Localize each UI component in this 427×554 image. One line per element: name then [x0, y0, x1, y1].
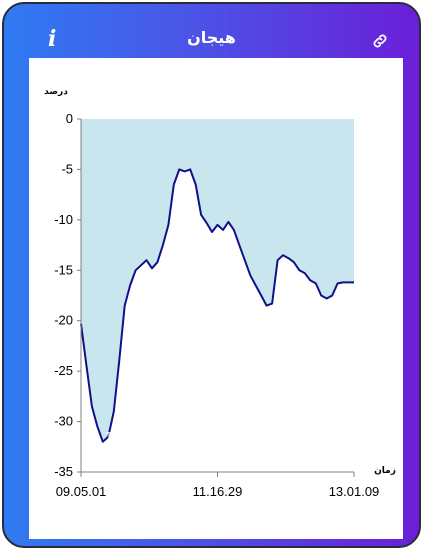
- app-frame: i هیجان درصد زمان 0 -5 -10 -15 -20 -25 -30 -35 0…: [2, 2, 421, 548]
- x-axis-title: زمان: [374, 466, 396, 476]
- watermark-text: LiveTSE.ir: [104, 427, 265, 462]
- y-tick-label: -5: [61, 161, 73, 176]
- y-tick-label: 0: [66, 111, 73, 126]
- page-title: هیجان: [187, 28, 236, 47]
- chart-card: درصد زمان 0 -5 -10 -15 -20 -25 -30 -35 09.05.01 1…: [29, 58, 403, 539]
- x-tick-label: 11.16.29: [193, 484, 243, 499]
- header: i هیجان: [4, 4, 419, 58]
- chart: درصد زمان 0 -5 -10 -15 -20 -25 -30 -35 09.05.01 1…: [44, 87, 396, 499]
- y-tick-label: -15: [54, 262, 73, 277]
- area-fill: [81, 119, 354, 442]
- y-tick-label: -25: [54, 363, 73, 378]
- y-tick-label: -35: [54, 464, 73, 479]
- series-line: [80, 168, 354, 443]
- y-tick-label: -20: [54, 313, 73, 328]
- x-tick-label: 09.05.01: [56, 484, 107, 499]
- x-tick-label: 13.01.09: [329, 484, 380, 499]
- y-tick-label: -30: [54, 414, 73, 429]
- y-tick-label: -10: [54, 212, 73, 227]
- info-icon[interactable]: i: [48, 26, 57, 52]
- link-icon[interactable]: [371, 32, 389, 50]
- y-axis-title: درصد: [44, 87, 68, 97]
